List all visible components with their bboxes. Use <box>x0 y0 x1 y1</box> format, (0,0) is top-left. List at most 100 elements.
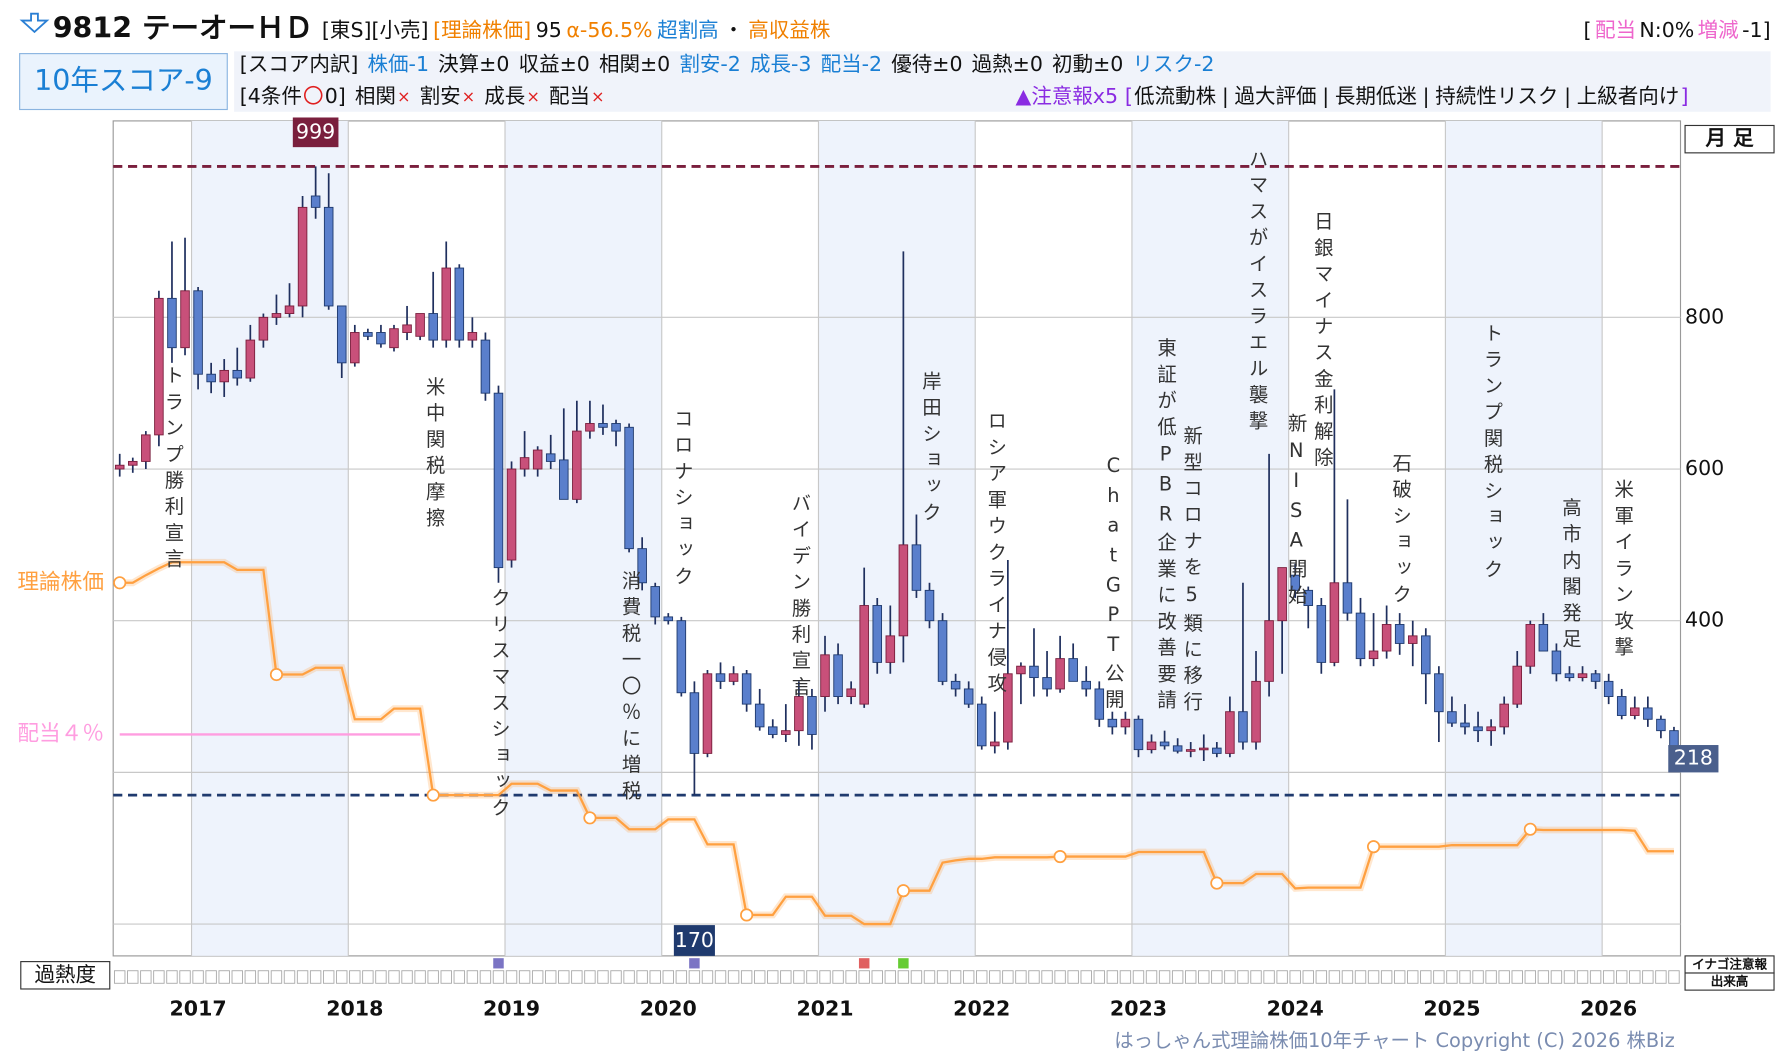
overheat-cell <box>662 970 674 984</box>
candle-body <box>767 726 778 735</box>
candle-body <box>963 688 974 705</box>
overheat-cell <box>871 970 883 984</box>
candle-body <box>859 605 869 705</box>
overheat-cell <box>897 970 910 984</box>
event-annotation: 石破ショック <box>1389 453 1412 610</box>
candle-body <box>428 313 438 341</box>
candle-body <box>1225 711 1235 754</box>
candle-body <box>781 730 791 735</box>
candle-body <box>650 586 660 618</box>
event-annotation: ChatGPT公開 <box>1102 454 1125 715</box>
x-tick-label: 2021 <box>796 997 853 1021</box>
year-shade <box>1445 120 1603 956</box>
candle-body <box>1316 605 1327 663</box>
text-part: | <box>1222 84 1229 109</box>
overheat-cell <box>1589 970 1602 984</box>
text-part: [ <box>1584 18 1592 42</box>
overheat-cell <box>1511 970 1523 984</box>
candle-body <box>715 673 726 682</box>
overheat-cell <box>740 970 753 984</box>
event-annotation: 日銀マイナス金利解除 <box>1311 211 1334 473</box>
candle-body <box>1055 658 1065 690</box>
theory-marker <box>896 884 910 898</box>
overheat-cell <box>192 970 204 984</box>
text-part: 長期低迷 <box>1335 84 1417 108</box>
candle-body <box>376 332 386 345</box>
overheat-cell <box>153 970 165 984</box>
candle-body <box>937 620 948 682</box>
candle-body <box>1656 718 1666 732</box>
header-right: [配当 N:0% 増減 -1] <box>1584 18 1771 42</box>
year-shade <box>818 120 976 956</box>
candle-body <box>323 206 334 307</box>
overheat-cell <box>1145 970 1158 984</box>
overheat-cell <box>1211 970 1223 984</box>
candle-body <box>1525 624 1536 667</box>
overheat-mark <box>858 958 870 969</box>
event-annotation: クリスマスショック <box>488 587 511 823</box>
event-annotation: 高市内閣発足 <box>1559 497 1582 654</box>
footer: はっしゃん式理論株価10年チャート Copyright (C) 2026 株Bi… <box>1114 1029 1675 1052</box>
overheat-cell <box>1132 970 1145 984</box>
theory-marker <box>1523 822 1537 836</box>
overheat-cell <box>1171 970 1184 984</box>
event-annotation: 米中関税摩擦 <box>423 376 446 533</box>
overheat-cell <box>597 970 609 984</box>
candle-body <box>141 434 151 462</box>
candle-body <box>728 673 739 682</box>
side-box <box>1684 972 1775 991</box>
candle-body <box>1290 574 1300 591</box>
text-part: 配当 <box>549 84 590 108</box>
side-label: 出来高 <box>1711 974 1749 989</box>
min-label: 170 <box>675 928 714 952</box>
candle-body <box>1381 624 1392 652</box>
overheat-cell <box>440 970 452 984</box>
text-part: 低流動株 <box>1134 84 1217 108</box>
overheat-cell <box>257 970 270 984</box>
candle-body <box>545 453 556 462</box>
candle-body <box>1264 620 1274 682</box>
overheat-cell <box>584 970 596 984</box>
text-part: × <box>397 86 410 105</box>
overheat-cell <box>1067 970 1079 984</box>
title: 9812 テーオーＨＤ <box>53 12 313 45</box>
text-part: 〇 <box>303 84 324 108</box>
overheat-cell <box>1080 970 1092 984</box>
candle-body <box>1133 718 1144 751</box>
candle-body <box>336 305 347 364</box>
candle-body <box>114 464 125 470</box>
text-part: [理論株価] <box>433 18 531 42</box>
overheat-cell <box>1002 970 1014 984</box>
overheat-cell <box>1263 970 1275 984</box>
overheat-cell <box>793 970 805 984</box>
overheat-cell <box>1341 970 1354 984</box>
overheat-cell <box>1537 970 1550 984</box>
candle-body <box>1564 673 1575 679</box>
x-tick-label: 2017 <box>170 997 227 1021</box>
candle-body <box>1251 680 1261 743</box>
candle-body <box>872 605 883 663</box>
overheat-cell <box>1524 970 1537 984</box>
candle-body <box>1081 680 1091 690</box>
candle-body <box>1003 673 1013 743</box>
overheat-cell <box>1655 970 1667 984</box>
candle-body <box>794 696 804 732</box>
overheat-cell <box>688 970 701 984</box>
theory-marker <box>269 667 284 682</box>
candle-body <box>389 328 399 349</box>
candle-body <box>467 332 478 341</box>
candle-body <box>1538 624 1549 652</box>
event-annotation: 岸田ショック <box>919 371 942 528</box>
text-part: × <box>526 86 539 105</box>
overheat-cell <box>1393 970 1406 984</box>
text-part: [ <box>1125 84 1133 108</box>
overheat-cell <box>1224 970 1236 984</box>
overheat-cell <box>1028 970 1040 984</box>
overheat-cell <box>1616 970 1628 984</box>
score-box <box>19 53 228 111</box>
candle-body <box>1342 582 1353 614</box>
overheat-cell <box>1563 970 1576 984</box>
overheat-cell <box>505 970 518 984</box>
overheat-cell <box>479 970 492 984</box>
overheat-cell <box>754 970 766 984</box>
